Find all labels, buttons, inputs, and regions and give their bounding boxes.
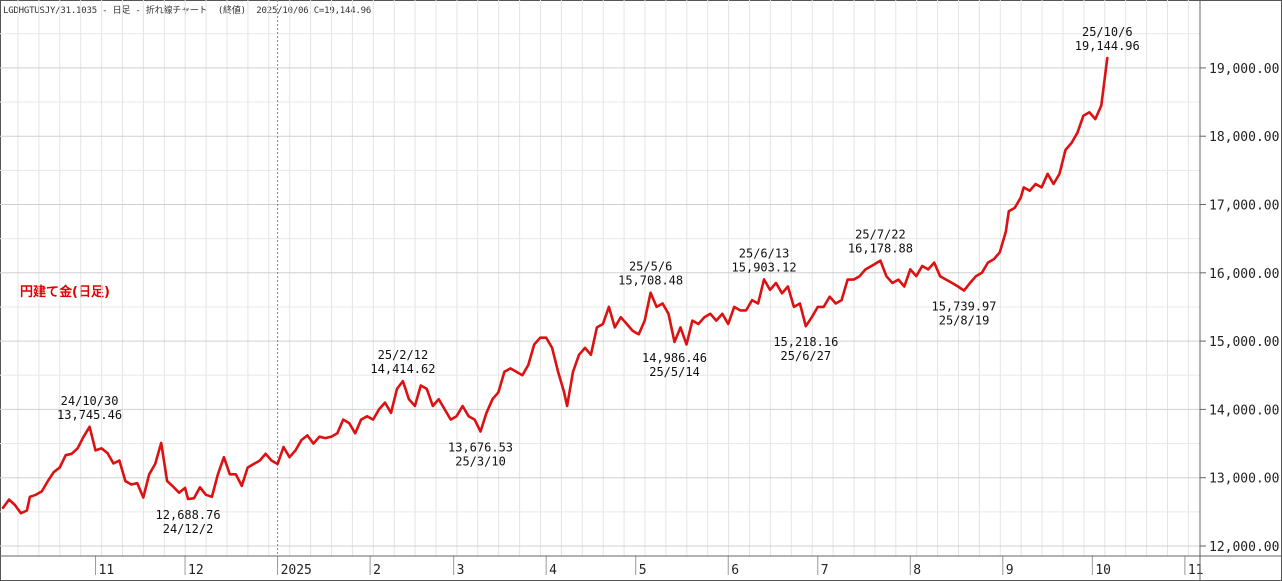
- x-tick-label: 7: [821, 563, 829, 578]
- annotation-line1: 15,739.97: [931, 300, 996, 314]
- x-tick-label: 11: [1188, 563, 1204, 578]
- y-tick-label: 15,000.00: [1209, 335, 1279, 350]
- y-tick-label: 13,000.00: [1209, 472, 1279, 487]
- price-type-label: (終値): [217, 6, 246, 16]
- x-tick-label: 6: [731, 563, 739, 578]
- y-tick-label: 12,000.00: [1209, 540, 1279, 555]
- annotation-line2: 25/8/19: [939, 314, 990, 328]
- chart-title: 円建て金(日足): [20, 285, 110, 300]
- annotation-line1: 25/7/22: [855, 228, 906, 242]
- y-tick-label: 16,000.00: [1209, 267, 1279, 282]
- annotation-line1: 14,986.46: [642, 351, 707, 365]
- annotation-line1: 13,676.53: [448, 440, 513, 454]
- chart-kind-label: 折れ線チャート: [145, 6, 208, 16]
- y-tick-label: 18,000.00: [1209, 130, 1279, 145]
- x-tick-label: 8: [913, 563, 921, 578]
- x-tick-label: 3: [457, 563, 465, 578]
- y-tick-label: 14,000.00: [1209, 403, 1279, 418]
- annotation-line1: 24/10/30: [61, 394, 119, 408]
- annotation-line2: 25/3/10: [455, 454, 506, 468]
- annotation-line2: 25/6/27: [781, 349, 832, 363]
- x-tick-label: 2: [373, 563, 381, 578]
- annotation-line1: 25/2/12: [378, 348, 429, 362]
- annotation-line1: 25/6/13: [739, 246, 790, 260]
- close-value: C=19,144.96: [313, 6, 372, 16]
- x-axis: 11 12 2025 2 3 4 5 6 7 8 9 10 11: [95, 556, 1204, 578]
- series-code: LGDHGTUSJY/31.1035: [3, 6, 97, 16]
- annotation-line2: 19,144.96: [1075, 39, 1140, 53]
- price-line: [1, 56, 1109, 515]
- annotation-line1: 12,688.76: [156, 508, 221, 522]
- gridlines: [0, 0, 1200, 556]
- annotation-line1: 25/10/6: [1082, 25, 1133, 39]
- x-tick-label: 4: [549, 563, 557, 578]
- y-axis: 12,000.00 13,000.00 14,000.00 15,000.00 16,0…: [1200, 62, 1279, 555]
- annotation-line2: 16,178.88: [848, 242, 913, 256]
- x-tick-label: 2025: [281, 563, 312, 578]
- y-tick-label: 19,000.00: [1209, 62, 1279, 77]
- annotation-line1: 15,218.16: [773, 335, 838, 349]
- x-tick-label: 10: [1095, 563, 1111, 578]
- annotation-line2: 24/12/2: [163, 522, 214, 536]
- annotation-line2: 15,903.12: [732, 260, 797, 274]
- x-tick-label: 5: [639, 563, 647, 578]
- y-tick-label: 17,000.00: [1209, 199, 1279, 214]
- header-date: 2025/10/06: [256, 6, 309, 16]
- x-tick-label: 11: [99, 563, 115, 578]
- annotation-line1: 25/5/6: [629, 260, 672, 274]
- chart-header: LGDHGTUSJY/31.1035 - 日足 - 折れ線チャート (終値) 2…: [3, 6, 372, 16]
- annotation-line2: 13,745.46: [57, 408, 122, 422]
- annotation-line2: 25/5/14: [649, 365, 700, 379]
- period-label: 日足: [112, 6, 131, 16]
- x-tick-label: 9: [1006, 563, 1014, 578]
- x-tick-label: 12: [188, 563, 204, 578]
- annotation-line2: 15,708.48: [618, 274, 683, 288]
- annotation-line2: 14,414.62: [370, 362, 435, 376]
